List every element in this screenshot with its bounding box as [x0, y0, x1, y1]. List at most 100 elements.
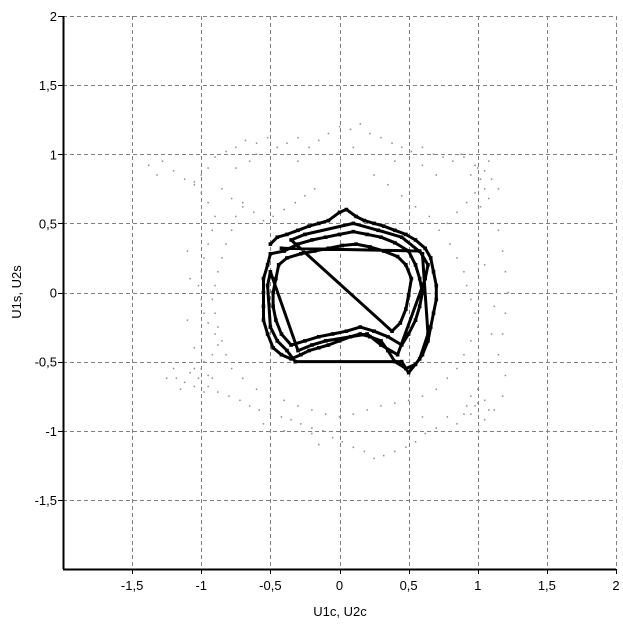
data-point — [221, 257, 223, 259]
data-point — [477, 326, 479, 328]
data-point — [207, 201, 209, 204]
data-point — [409, 276, 414, 281]
data-point — [393, 240, 397, 245]
data-point — [404, 232, 408, 237]
data-point — [304, 194, 306, 197]
data-point — [241, 201, 244, 204]
data-point — [463, 353, 465, 356]
y-axis-title: U1s, U2s — [9, 265, 24, 319]
data-point — [382, 454, 385, 457]
data-point — [421, 164, 424, 167]
data-point — [230, 367, 233, 370]
data-point — [161, 160, 164, 162]
data-point — [413, 318, 418, 322]
data-point — [404, 366, 408, 371]
data-point — [394, 402, 396, 404]
data-point — [497, 353, 500, 356]
data-point — [294, 201, 297, 204]
data-point — [211, 353, 214, 356]
data-point — [413, 362, 418, 367]
data-point — [337, 210, 342, 215]
data-point — [207, 374, 209, 377]
data-point — [165, 377, 168, 379]
data-point — [423, 246, 428, 251]
data-point — [337, 339, 342, 343]
data-point — [465, 405, 468, 407]
data-point — [276, 146, 279, 149]
data-point — [358, 332, 363, 336]
data-point — [399, 359, 404, 364]
data-point — [479, 178, 482, 180]
data-point — [363, 450, 366, 453]
x-tick-label: -1,5 — [121, 578, 143, 593]
data-point — [327, 132, 330, 135]
data-point — [244, 139, 247, 142]
data-point — [289, 343, 293, 347]
data-point — [269, 413, 272, 415]
data-point — [330, 332, 335, 336]
data-point — [420, 290, 425, 295]
data-point — [474, 192, 476, 194]
data-point — [368, 334, 372, 339]
data-point — [255, 153, 258, 155]
data-point — [255, 142, 258, 144]
y-tick-label: 1,5 — [39, 78, 57, 93]
tick-labels: -1,5 -1 -0,5 0 0,5 1 1,5 2 -1,5 -1 -0,5 0 0,5 1 1,5 2 — [35, 9, 620, 593]
data-point — [269, 395, 272, 397]
data-point — [386, 348, 390, 353]
data-point — [507, 291, 509, 294]
data-point — [477, 167, 479, 169]
data-point — [197, 284, 200, 287]
data-point — [337, 232, 342, 237]
data-point — [221, 188, 223, 190]
data-point — [172, 367, 175, 370]
data-point — [200, 192, 202, 194]
data-point — [179, 388, 182, 391]
data-point — [490, 222, 493, 225]
data-point — [276, 263, 281, 267]
data-point — [225, 150, 227, 153]
data-point — [293, 359, 298, 364]
data-point — [359, 123, 361, 125]
data-point — [255, 388, 258, 391]
data-point — [275, 339, 280, 343]
data-point — [483, 399, 486, 402]
data-point — [413, 263, 418, 267]
data-point — [380, 405, 382, 407]
data-point — [421, 146, 424, 149]
data-point — [483, 170, 486, 172]
data-point — [316, 221, 321, 226]
data-point — [214, 333, 216, 335]
y-tick-label: 0,5 — [39, 216, 57, 231]
data-point — [211, 298, 214, 301]
data-point — [344, 329, 349, 334]
x-tick-label: -1 — [195, 578, 207, 593]
data-point — [465, 284, 468, 287]
data-point — [175, 377, 178, 379]
data-point — [282, 249, 286, 253]
data-point — [268, 251, 273, 256]
y-tick-label: -0,5 — [35, 355, 57, 370]
data-point — [446, 416, 449, 418]
data-point — [393, 359, 397, 364]
data-point — [283, 208, 285, 211]
data-point — [381, 224, 386, 228]
data-point — [324, 413, 327, 415]
data-point — [217, 391, 219, 393]
data-point — [285, 232, 289, 237]
data-point — [193, 181, 196, 183]
data-point — [274, 318, 278, 322]
data-point — [235, 167, 237, 169]
data-point — [456, 367, 458, 370]
data-point — [298, 352, 303, 357]
data-point — [217, 271, 219, 273]
data-point — [431, 311, 436, 316]
data-point — [395, 254, 400, 259]
data-point — [200, 367, 202, 370]
data-point — [193, 183, 196, 186]
data-point — [217, 326, 219, 328]
data-point — [203, 391, 205, 393]
data-point — [373, 457, 375, 460]
data-point — [207, 322, 209, 324]
data-point — [435, 388, 438, 391]
